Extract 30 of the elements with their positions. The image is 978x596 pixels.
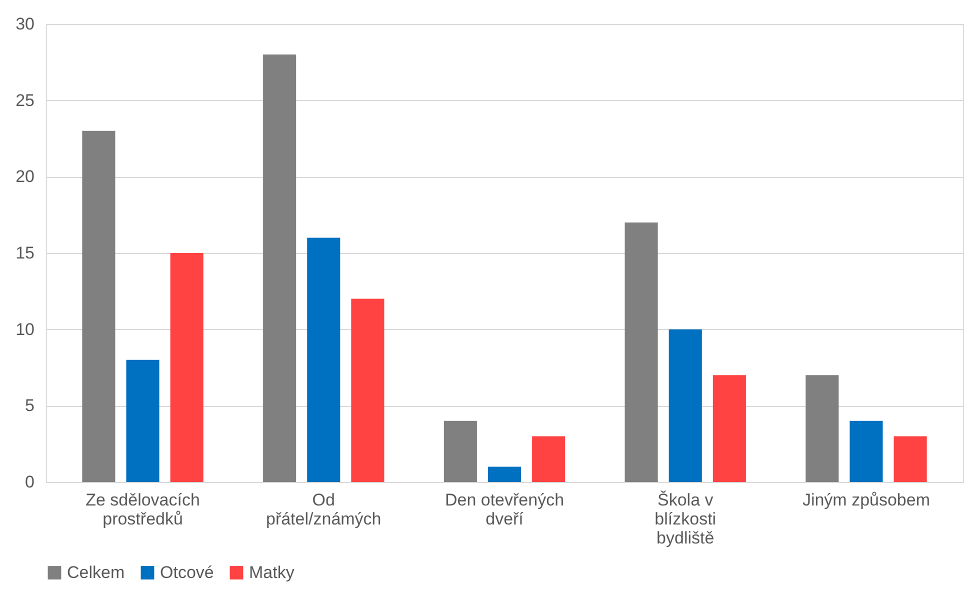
bar <box>894 436 927 482</box>
y-tick-label: 25 <box>16 90 34 110</box>
y-tick-label: 30 <box>16 14 34 34</box>
legend-label: Matky <box>249 562 295 582</box>
bar <box>126 360 160 482</box>
y-tick-label: 20 <box>16 167 34 186</box>
legend-label: Otcové <box>160 562 214 582</box>
bar <box>444 420 477 482</box>
bar <box>624 222 658 482</box>
bar <box>850 420 883 482</box>
x-tick-label: Jiným způsobem <box>802 490 930 510</box>
y-tick-label: 10 <box>16 320 34 339</box>
bar <box>170 253 204 482</box>
x-tick-label: Od přátel/známých <box>266 490 382 528</box>
x-tick-label: Škola v blízkosti bydliště <box>654 490 716 548</box>
bar <box>712 375 746 482</box>
bar <box>488 466 522 482</box>
bar <box>82 130 116 482</box>
y-tick-label: 0 <box>25 472 34 492</box>
x-tick-label: Ze sdělovacích prostředků <box>86 490 200 528</box>
bar <box>351 298 384 482</box>
y-tick-label: 15 <box>16 244 34 262</box>
x-tick-label: Den otevřených dveří <box>444 490 564 528</box>
bar <box>307 238 340 482</box>
y-tick-label: 5 <box>25 396 34 416</box>
bar <box>668 329 702 482</box>
bar <box>263 54 296 482</box>
bar <box>532 436 566 482</box>
legend-label: Celkem <box>67 562 125 582</box>
bar <box>806 375 839 482</box>
